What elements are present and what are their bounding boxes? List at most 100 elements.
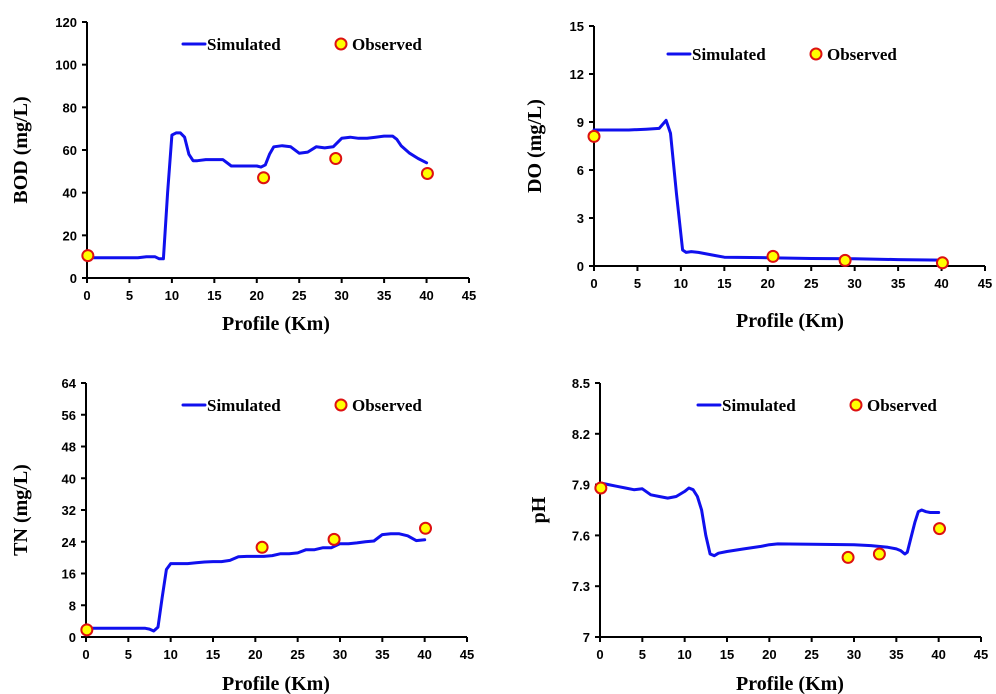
x-tick-label: 35 bbox=[377, 288, 391, 303]
observed-point bbox=[419, 521, 433, 535]
x-tick-label: 35 bbox=[889, 647, 903, 662]
observed-point bbox=[257, 171, 271, 185]
observed-point bbox=[933, 522, 947, 536]
x-tick-label: 20 bbox=[248, 647, 262, 662]
y-tick-label: 40 bbox=[63, 186, 77, 201]
legend-label-simulated: Simulated bbox=[722, 396, 796, 415]
y-tick-label: 20 bbox=[63, 228, 77, 243]
x-tick-label: 15 bbox=[206, 647, 220, 662]
y-tick-label: 0 bbox=[69, 630, 76, 645]
legend-label-observed: Observed bbox=[352, 396, 422, 415]
x-tick-label: 35 bbox=[891, 276, 905, 291]
chart-panel-2: 0 5 10 15 20 25 30 35 40 45 0 3 6 9 12 15 Profile (Km) DO… bbox=[524, 19, 992, 332]
x-tick-label: 5 bbox=[125, 647, 132, 662]
observed-point bbox=[420, 166, 434, 180]
series-line-simulated bbox=[592, 118, 944, 262]
observed-point bbox=[841, 550, 855, 564]
legend-label-simulated: Simulated bbox=[207, 35, 281, 54]
x-tick-label: 25 bbox=[804, 276, 818, 291]
observed-point bbox=[80, 623, 94, 637]
x-tick-label: 40 bbox=[419, 288, 433, 303]
legend-label-simulated: Simulated bbox=[207, 396, 281, 415]
x-tick-label: 15 bbox=[207, 288, 221, 303]
x-tick-label: 10 bbox=[677, 647, 691, 662]
y-tick-label: 24 bbox=[62, 535, 77, 550]
y-tick-label: 60 bbox=[63, 143, 77, 158]
y-axis-label: pH bbox=[528, 496, 550, 523]
x-tick-label: 10 bbox=[165, 288, 179, 303]
x-tick-label: 45 bbox=[974, 647, 988, 662]
x-tick-label: 25 bbox=[290, 647, 304, 662]
x-axis-label: Profile (Km) bbox=[222, 313, 330, 335]
legend-dot-swatch bbox=[334, 398, 348, 412]
x-tick-label: 5 bbox=[634, 276, 641, 291]
observed-point bbox=[587, 129, 601, 143]
x-tick-label: 0 bbox=[83, 288, 90, 303]
x-tick-label: 20 bbox=[761, 276, 775, 291]
x-tick-label: 45 bbox=[978, 276, 992, 291]
observed-point bbox=[255, 540, 269, 554]
y-tick-label: 48 bbox=[62, 440, 76, 455]
x-tick-label: 5 bbox=[639, 647, 646, 662]
y-tick-label: 16 bbox=[62, 567, 76, 582]
y-tick-label: 8.5 bbox=[572, 376, 590, 391]
x-tick-label: 25 bbox=[804, 647, 818, 662]
y-axis-label: DO (mg/L) bbox=[524, 99, 546, 193]
legend: Simulated Observed bbox=[696, 396, 937, 415]
y-tick-label: 15 bbox=[570, 19, 584, 34]
x-tick-label: 0 bbox=[596, 647, 603, 662]
legend-label-observed: Observed bbox=[827, 45, 897, 64]
observed-point bbox=[81, 249, 95, 263]
y-tick-label: 80 bbox=[63, 100, 77, 115]
legend-label-observed: Observed bbox=[352, 35, 422, 54]
x-tick-label: 20 bbox=[762, 647, 776, 662]
y-tick-label: 56 bbox=[62, 408, 76, 423]
y-tick-label: 40 bbox=[62, 471, 76, 486]
x-tick-label: 35 bbox=[375, 647, 389, 662]
y-tick-label: 0 bbox=[70, 271, 77, 286]
y-tick-label: 32 bbox=[62, 503, 76, 518]
x-tick-label: 45 bbox=[460, 647, 474, 662]
legend-dot-swatch bbox=[334, 37, 348, 51]
y-tick-label: 120 bbox=[55, 15, 77, 30]
legend-dot-swatch bbox=[809, 47, 823, 61]
chart-panel-1: 0 5 10 15 20 25 30 35 40 45 0 20 40 60 80 100 120 Profile… bbox=[10, 15, 476, 335]
x-tick-label: 45 bbox=[462, 288, 476, 303]
x-axis-label: Profile (Km) bbox=[736, 310, 844, 332]
chart-panel-4: 0 5 10 15 20 25 30 35 40 45 7 7.3 7.6 7.9 8.2 8.5 Profil… bbox=[528, 376, 988, 694]
x-tick-label: 30 bbox=[847, 276, 861, 291]
series-line-simulated bbox=[84, 532, 427, 633]
legend-label-simulated: Simulated bbox=[692, 45, 766, 64]
x-tick-label: 40 bbox=[934, 276, 948, 291]
y-tick-label: 7.9 bbox=[572, 478, 590, 493]
observed-point bbox=[935, 256, 949, 270]
x-tick-label: 10 bbox=[674, 276, 688, 291]
x-tick-label: 15 bbox=[720, 647, 734, 662]
observed-point bbox=[872, 547, 886, 561]
x-tick-label: 0 bbox=[590, 276, 597, 291]
x-tick-label: 30 bbox=[333, 647, 347, 662]
x-tick-label: 5 bbox=[126, 288, 133, 303]
legend: Simulated Observed bbox=[666, 45, 897, 64]
y-tick-label: 3 bbox=[577, 211, 584, 226]
x-tick-label: 20 bbox=[250, 288, 264, 303]
x-tick-label: 10 bbox=[163, 647, 177, 662]
y-tick-label: 64 bbox=[62, 376, 77, 391]
y-axis-label: BOD (mg/L) bbox=[10, 96, 32, 203]
legend-dot-swatch bbox=[849, 398, 863, 412]
y-tick-label: 8.2 bbox=[572, 427, 590, 442]
x-tick-label: 40 bbox=[931, 647, 945, 662]
x-axis-label: Profile (Km) bbox=[222, 673, 330, 694]
y-axis-label: TN (mg/L) bbox=[10, 464, 32, 556]
y-tick-label: 0 bbox=[577, 259, 584, 274]
x-tick-label: 0 bbox=[82, 647, 89, 662]
y-tick-label: 12 bbox=[570, 67, 584, 82]
observed-point bbox=[838, 253, 852, 267]
y-tick-label: 7 bbox=[583, 630, 590, 645]
y-tick-label: 100 bbox=[55, 58, 77, 73]
observed-point bbox=[327, 532, 341, 546]
x-tick-label: 30 bbox=[847, 647, 861, 662]
x-tick-label: 30 bbox=[334, 288, 348, 303]
legend: Simulated Observed bbox=[181, 396, 422, 415]
